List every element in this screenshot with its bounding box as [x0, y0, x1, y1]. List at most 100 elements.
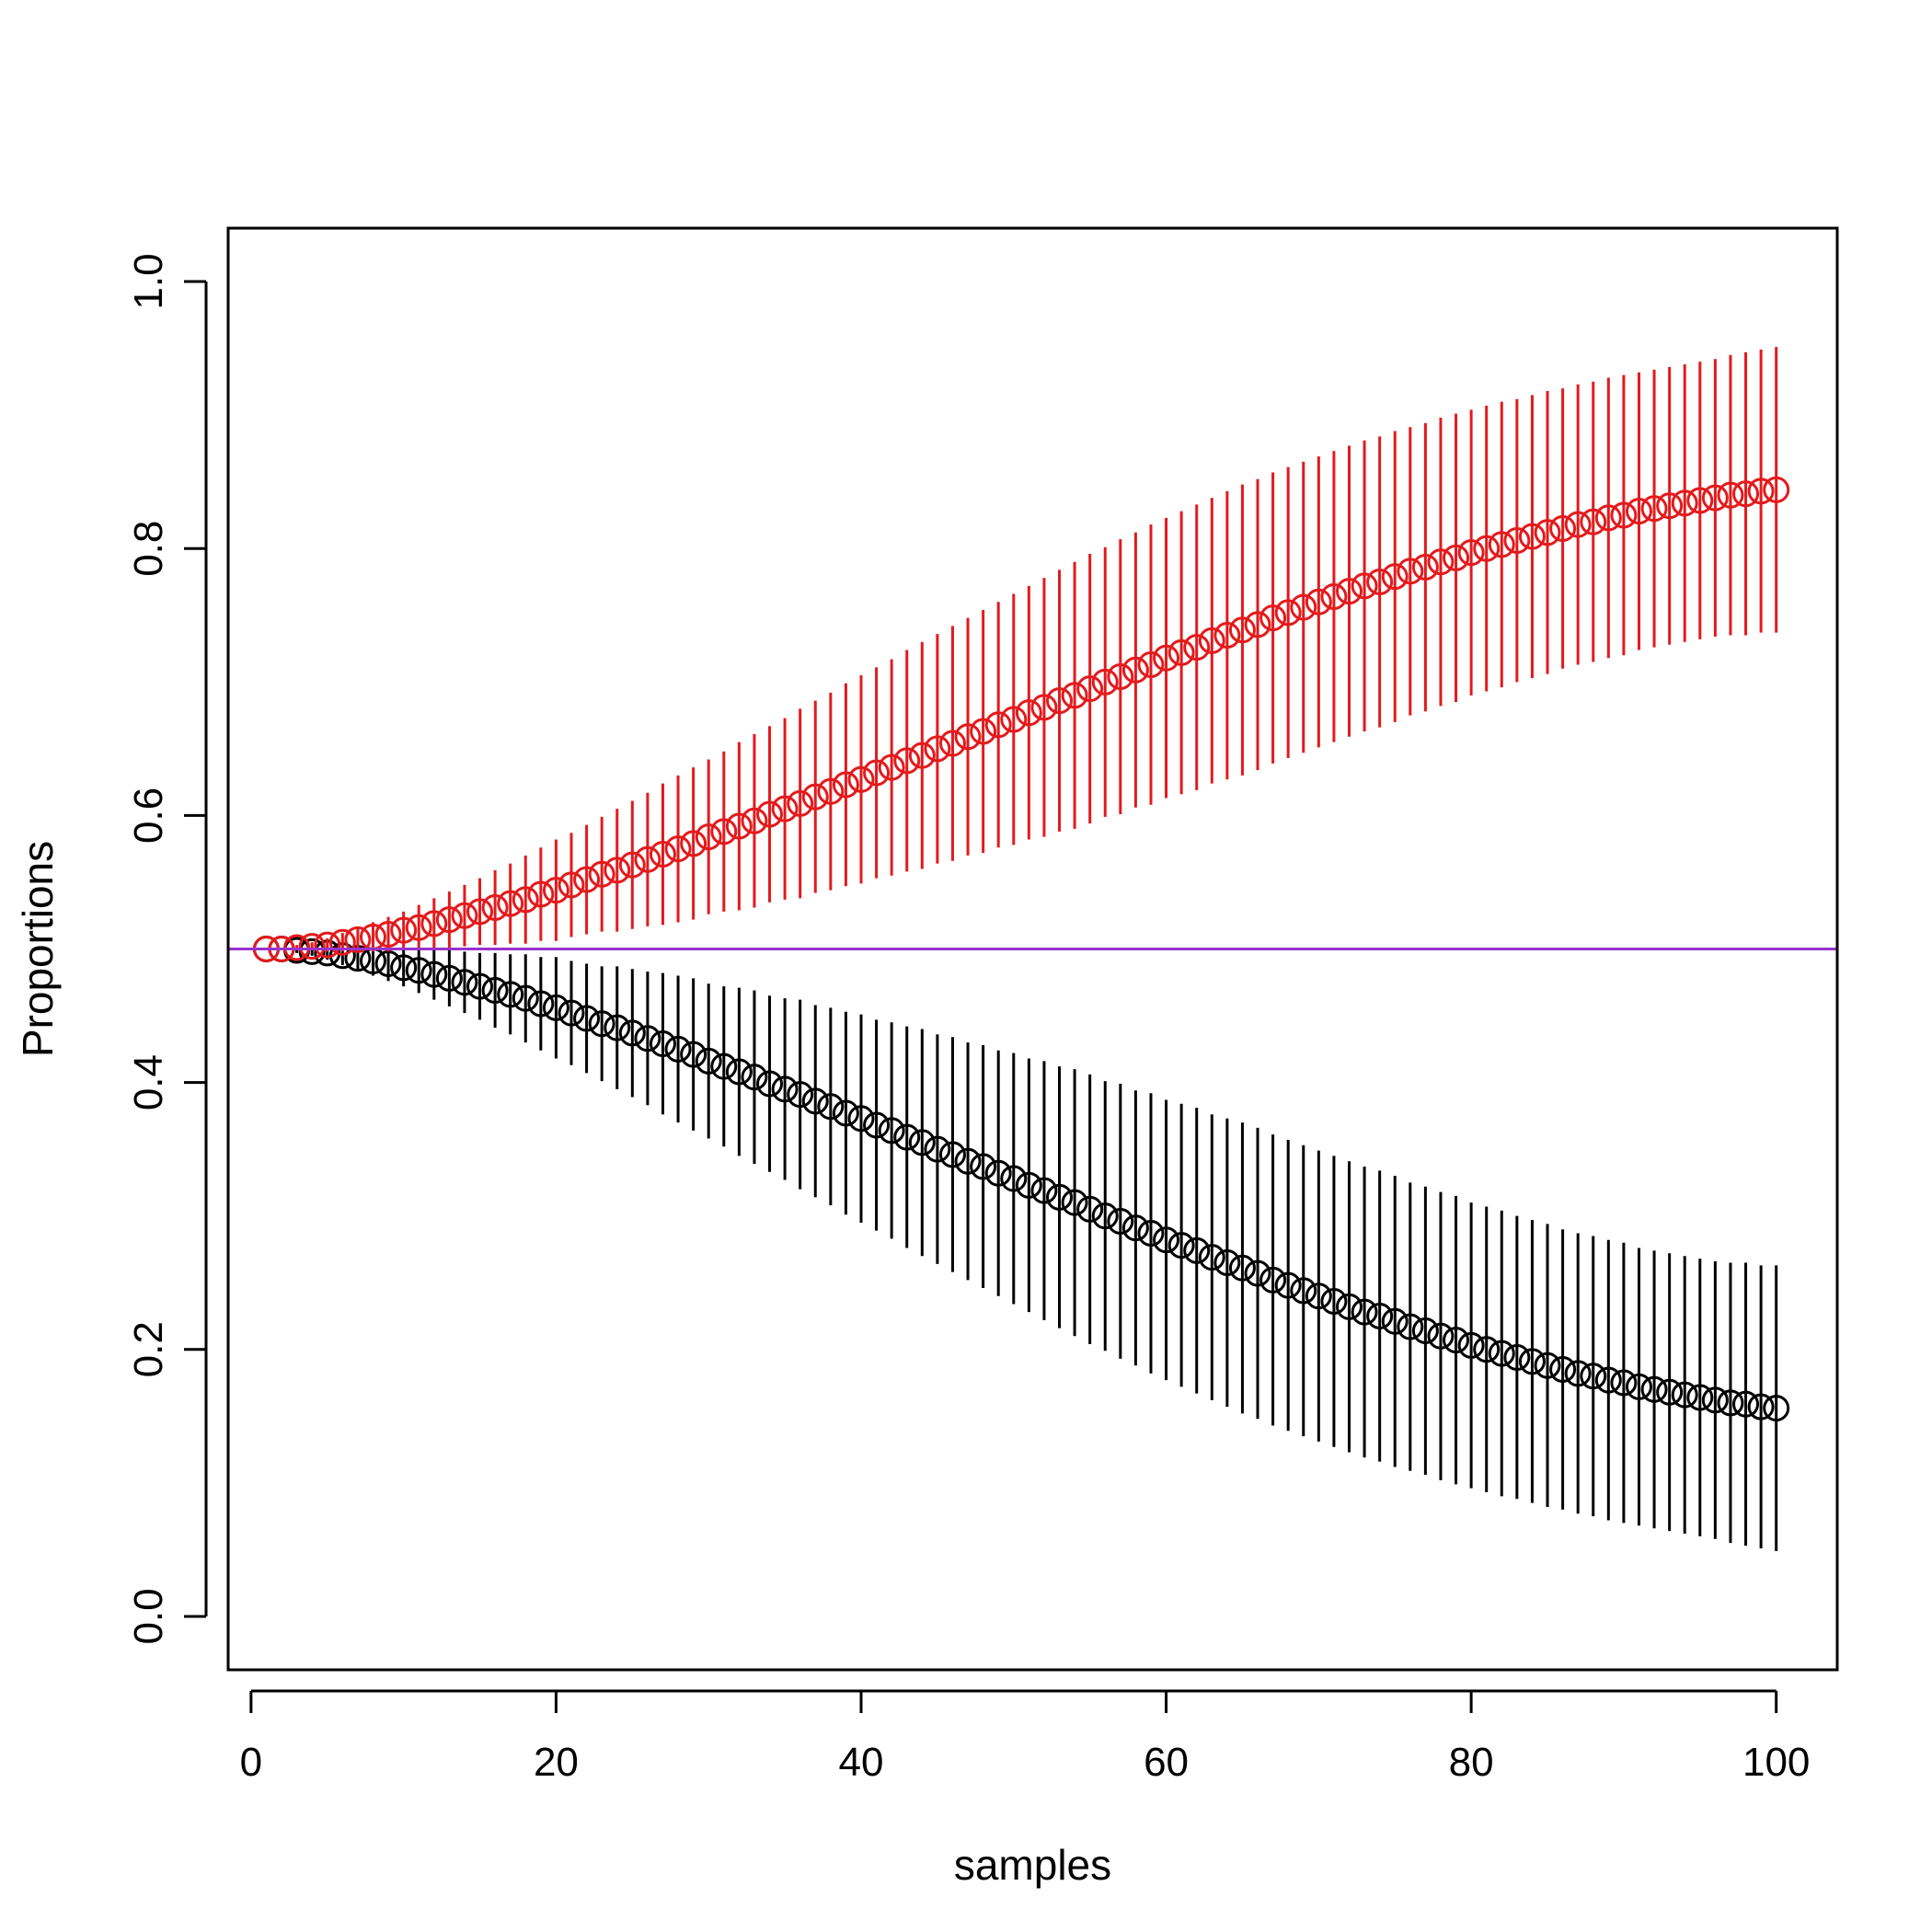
data-point [756, 800, 784, 828]
data-point [1183, 634, 1211, 661]
data-point [695, 1047, 722, 1075]
data-point [1732, 480, 1760, 508]
y-tick-label: 0.8 [126, 521, 171, 577]
data-point [710, 1052, 738, 1080]
data-point [1244, 1259, 1271, 1287]
data-point [1320, 1288, 1348, 1316]
data-point [1427, 548, 1455, 576]
series-layer [252, 347, 1790, 1551]
plot-frame [226, 226, 1839, 1672]
data-point [1580, 1363, 1607, 1390]
data-point [588, 860, 615, 888]
data-point [741, 1064, 768, 1091]
data-point [938, 1141, 966, 1168]
data-point [573, 1005, 601, 1032]
x-tick-label: 20 [534, 1740, 579, 1785]
data-point [542, 994, 569, 1021]
y-tick-label: 0.4 [126, 1054, 171, 1110]
data-point [1366, 568, 1394, 595]
data-point [1320, 582, 1348, 610]
data-point [558, 999, 585, 1027]
data-point [390, 954, 418, 982]
data-point [1121, 1214, 1149, 1242]
data-point [1213, 1248, 1241, 1276]
data-point [374, 921, 402, 949]
data-point [1427, 1322, 1455, 1350]
data-point [970, 1153, 997, 1180]
data-point [1488, 531, 1515, 558]
data-point [1335, 578, 1363, 605]
data-point [771, 795, 799, 822]
data-point [695, 823, 722, 851]
data-point [1564, 511, 1592, 538]
data-point [832, 1099, 859, 1127]
data-point [1473, 1336, 1501, 1363]
data-point [1518, 1348, 1546, 1375]
x-tick-label: 60 [1144, 1740, 1189, 1785]
data-point [1625, 1373, 1652, 1400]
data-point [1198, 627, 1225, 654]
data-point [1076, 1195, 1104, 1223]
data-point [1274, 599, 1302, 627]
x-tick-label: 0 [240, 1740, 262, 1785]
x-tick-label: 80 [1449, 1740, 1494, 1785]
data-point [420, 910, 448, 937]
data-point [817, 777, 845, 805]
data-point [970, 718, 997, 745]
data-point [1473, 535, 1501, 562]
y-tick-label: 0.2 [126, 1321, 171, 1377]
data-point [1701, 484, 1729, 512]
data-point [1228, 616, 1256, 644]
x-axis-title: samples [954, 1841, 1111, 1889]
data-point [1046, 1183, 1074, 1211]
data-point [787, 789, 814, 817]
data-point [1580, 508, 1607, 535]
data-point [1457, 1331, 1485, 1359]
data-point [1732, 1390, 1760, 1418]
data-point [1686, 487, 1714, 514]
y-axis-title: Proportions [14, 841, 62, 1057]
data-point [1671, 489, 1698, 517]
data-point [1091, 1202, 1119, 1230]
data-point [954, 1147, 982, 1175]
data-point [1564, 1360, 1592, 1387]
data-point [1503, 527, 1531, 555]
data-point [1397, 558, 1424, 585]
data-point [634, 1025, 661, 1052]
data-point [481, 894, 509, 922]
data-point [618, 1019, 646, 1047]
data-point [938, 730, 966, 757]
data-point [924, 735, 951, 763]
data-point [1534, 1351, 1561, 1379]
data-point [1000, 1165, 1028, 1192]
data-point [1366, 1303, 1394, 1330]
data-point [1443, 544, 1470, 571]
data-point [1121, 656, 1149, 684]
data-point [314, 931, 341, 959]
data-point [1137, 1220, 1165, 1248]
data-point [1717, 481, 1744, 509]
data-point [1656, 492, 1684, 520]
data-point [1594, 504, 1622, 532]
data-point [1305, 1282, 1332, 1310]
data-point [328, 928, 356, 956]
data-point [664, 1035, 692, 1063]
data-point [1549, 514, 1577, 542]
data-point [1610, 501, 1638, 529]
data-point [1153, 644, 1180, 672]
data-point [1594, 1366, 1622, 1394]
data-point [1259, 604, 1287, 632]
data-point [604, 1014, 631, 1041]
data-point [344, 926, 372, 953]
data-point [527, 880, 555, 908]
data-point [466, 972, 494, 1000]
data-point [1000, 706, 1028, 733]
data-point [1457, 539, 1485, 567]
data-point [1259, 1266, 1287, 1294]
data-point [1443, 1327, 1470, 1354]
data-point [1763, 476, 1790, 503]
y-axis: 0.0 0.2 0.4 0.6 0.8 1.0 [126, 253, 208, 1645]
data-point [1167, 1232, 1195, 1259]
data-point [466, 898, 494, 926]
